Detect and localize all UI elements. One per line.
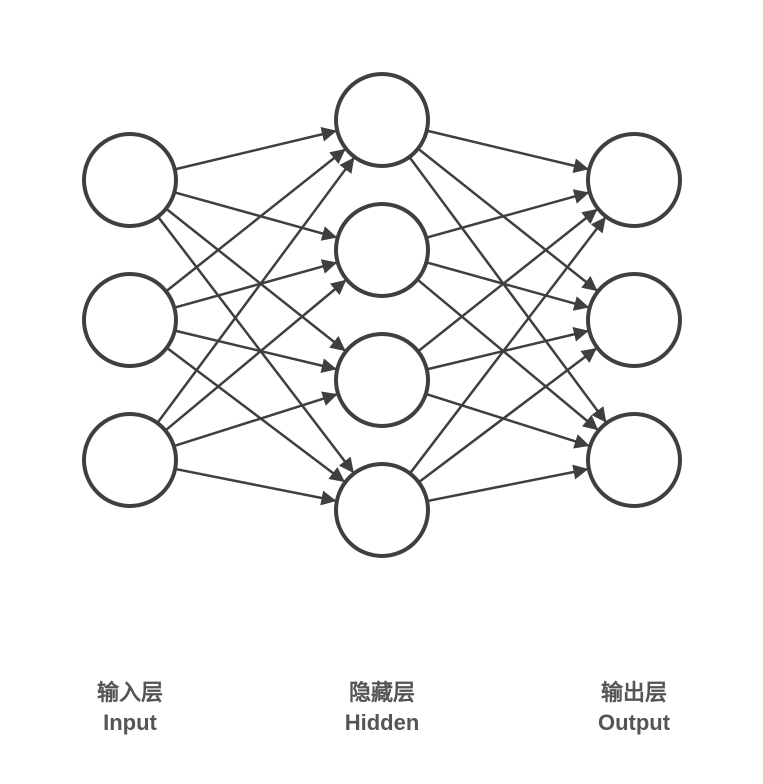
edges-group — [157, 131, 605, 501]
node-h0 — [336, 74, 428, 166]
edge — [419, 349, 596, 482]
layer-label-cn-input: 输入层 — [97, 680, 163, 705]
nodes-group — [84, 74, 680, 556]
node-o2 — [588, 414, 680, 506]
node-o1 — [588, 274, 680, 366]
edge — [175, 331, 336, 369]
layer-label-cn-hidden: 隐藏层 — [349, 680, 415, 705]
node-i1 — [84, 274, 176, 366]
edge — [175, 469, 335, 501]
edge — [175, 131, 336, 169]
edge — [166, 209, 344, 351]
edge — [427, 469, 587, 501]
edge — [418, 149, 596, 291]
node-o0 — [588, 134, 680, 226]
node-h1 — [336, 204, 428, 296]
edge — [166, 150, 344, 292]
node-h3 — [336, 464, 428, 556]
edge — [167, 348, 344, 481]
node-i2 — [84, 414, 176, 506]
layer-label-cn-output: 输出层 — [601, 680, 667, 705]
edge — [157, 159, 353, 423]
layer-label-en-output: Output — [598, 710, 671, 735]
edge — [158, 217, 353, 472]
layer-label-en-input: Input — [103, 710, 157, 735]
edge — [427, 131, 588, 169]
neural-network-diagram: 输入层 Input 隐藏层 Hidden 输出层 Output — [0, 0, 763, 784]
labels-group: 输入层 Input 隐藏层 Hidden 输出层 Output — [97, 680, 671, 735]
edge — [426, 262, 587, 307]
edge — [418, 210, 596, 352]
layer-label-en-hidden: Hidden — [345, 710, 420, 735]
node-h2 — [336, 334, 428, 426]
edge — [410, 218, 605, 473]
edge — [426, 193, 587, 238]
node-i0 — [84, 134, 176, 226]
